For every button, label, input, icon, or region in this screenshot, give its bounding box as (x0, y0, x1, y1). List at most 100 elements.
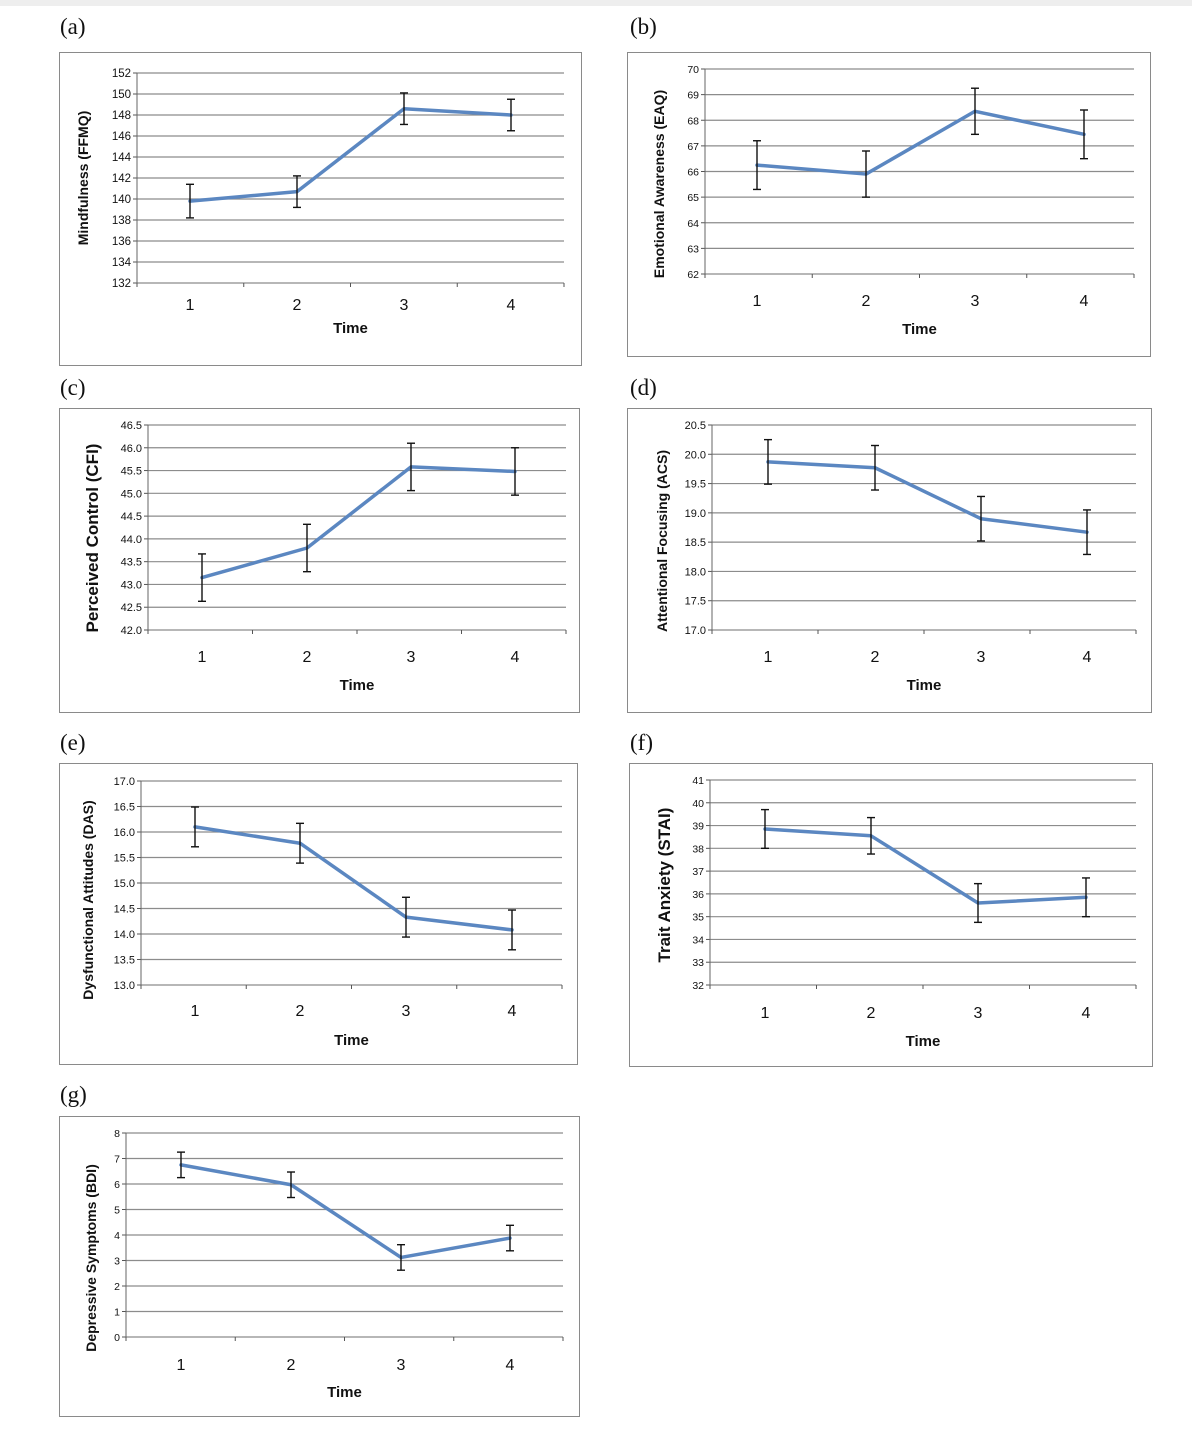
y-tick-label: 19.5 (685, 479, 706, 491)
y-tick-label: 69 (687, 90, 699, 102)
y-axis-label: Depressive Symptoms (BDI) (83, 1164, 99, 1352)
y-tick-label: 2 (114, 1281, 120, 1293)
x-axis-label: Time (333, 320, 368, 337)
y-tick-label: 146 (112, 131, 131, 143)
y-tick-label: 37 (692, 866, 704, 878)
y-tick-label: 33 (692, 957, 704, 969)
y-tick-label: 14.0 (114, 929, 135, 941)
chart-d-frame (627, 408, 1152, 713)
y-tick-label: 16.0 (114, 827, 135, 839)
y-tick-label: 17.5 (685, 596, 706, 608)
y-axis-label: Mindfulness (FFMQ) (75, 111, 91, 246)
x-axis-label: Time (327, 1384, 362, 1401)
y-tick-label: 132 (112, 278, 131, 290)
y-tick-label: 15.0 (114, 878, 135, 890)
x-tick-label: 3 (977, 649, 986, 666)
y-tick-label: 36 (692, 889, 704, 901)
y-tick-label: 42.0 (121, 625, 142, 637)
panel-f-letter: (f) (630, 730, 653, 755)
y-tick-label: 140 (112, 194, 131, 206)
y-tick-label: 41 (692, 775, 704, 787)
x-tick-label: 4 (508, 1003, 517, 1020)
x-tick-label: 4 (1082, 1005, 1091, 1022)
y-tick-label: 65 (687, 192, 699, 204)
y-tick-label: 14.5 (114, 904, 135, 916)
y-axis-label: Emotional Awareness (EAQ) (651, 90, 667, 278)
x-axis-label: Time (334, 1032, 369, 1049)
y-axis-label: Trait Anxiety (STAI) (655, 808, 674, 963)
y-tick-label: 6 (114, 1179, 120, 1191)
x-tick-label: 2 (862, 293, 871, 310)
y-tick-label: 32 (692, 980, 704, 992)
y-tick-label: 148 (112, 110, 131, 122)
y-axis-label: Perceived Control (CFI) (83, 444, 102, 633)
x-tick-label: 1 (764, 649, 773, 666)
panel-g-letter: (g) (60, 1082, 87, 1107)
y-tick-label: 20.5 (685, 420, 706, 432)
chart-e-group: 13.0 13.5 14.0 14.5 15.0 15.5 16.0 16.5 17.0 1 2 3 4… (80, 776, 563, 1049)
y-tick-label: 142 (112, 173, 131, 185)
y-tick-label: 46.0 (121, 443, 142, 455)
x-axis-label: Time (906, 1033, 941, 1050)
x-tick-label: 2 (296, 1003, 305, 1020)
top-border-strip (0, 0, 1192, 6)
x-tick-label: 3 (407, 649, 416, 666)
x-tick-label: 2 (867, 1005, 876, 1022)
x-axis-label: Time (907, 677, 942, 694)
x-tick-label: 3 (397, 1357, 406, 1374)
y-tick-label: 43.5 (121, 557, 142, 569)
y-tick-label: 70 (687, 64, 699, 76)
y-tick-label: 13.0 (114, 980, 135, 992)
chart-a-group: 132 134 136 138 140 142 144 146 148 150 152 1 2 3 4 Tim… (75, 68, 565, 337)
y-tick-label: 20.0 (685, 449, 706, 461)
y-tick-label: 35 (692, 912, 704, 924)
x-tick-label: 2 (287, 1357, 296, 1374)
x-tick-label: 1 (761, 1005, 770, 1022)
x-axis-label: Time (340, 677, 375, 694)
x-tick-label: 2 (303, 649, 312, 666)
chart-a-frame (59, 52, 582, 366)
chart-b-frame (627, 52, 1151, 357)
chart-c-frame (59, 408, 580, 713)
x-tick-label: 4 (1083, 649, 1092, 666)
panel-b-letter: (b) (630, 14, 657, 39)
y-tick-label: 17.0 (114, 776, 135, 788)
chart-f-frame (629, 763, 1153, 1067)
panel-c-letter: (c) (60, 375, 86, 400)
panel-a-letter: (a) (60, 14, 86, 39)
y-tick-label: 18.0 (685, 566, 706, 578)
y-tick-label: 0 (114, 1332, 120, 1344)
x-tick-label: 4 (507, 297, 516, 314)
series-line (766, 460, 1089, 534)
y-tick-label: 17.0 (685, 625, 706, 637)
y-tick-label: 67 (687, 141, 699, 153)
series-line (179, 1163, 512, 1260)
y-tick-label: 42.5 (121, 602, 142, 614)
y-tick-label: 19.0 (685, 508, 706, 520)
series-line (200, 465, 517, 580)
y-tick-label: 150 (112, 89, 131, 101)
x-tick-label: 3 (400, 297, 409, 314)
series-line (755, 109, 1086, 176)
x-tick-label: 1 (177, 1357, 186, 1374)
series-line (193, 825, 514, 932)
y-tick-label: 68 (687, 115, 699, 127)
y-tick-label: 7 (114, 1154, 120, 1166)
chart-g-group: 0 1 2 3 4 5 6 7 8 1 2 3 4 Time Depressive Symptoms (BD… (83, 1128, 564, 1401)
y-tick-label: 40 (692, 798, 704, 810)
y-tick-label: 136 (112, 236, 131, 248)
x-tick-label: 1 (191, 1003, 200, 1020)
y-axis-label: Attentional Focusing (ACS) (654, 450, 670, 632)
chart-e-frame (59, 763, 578, 1065)
x-tick-label: 4 (1080, 293, 1089, 310)
series-line (188, 106, 513, 203)
y-tick-label: 13.5 (114, 955, 135, 967)
y-tick-label: 8 (114, 1128, 120, 1140)
y-tick-label: 66 (687, 167, 699, 179)
y-tick-label: 3 (114, 1256, 120, 1268)
x-tick-label: 3 (974, 1005, 983, 1022)
y-tick-label: 5 (114, 1205, 120, 1217)
y-tick-label: 34 (692, 934, 704, 946)
